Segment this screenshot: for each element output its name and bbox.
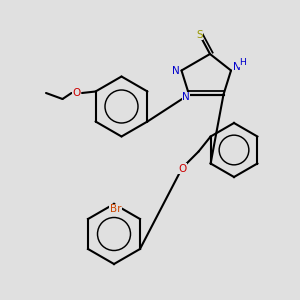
Text: N: N: [182, 92, 190, 103]
Text: N: N: [232, 62, 240, 73]
Text: H: H: [239, 58, 246, 67]
Text: N: N: [172, 65, 179, 76]
Text: O: O: [178, 164, 186, 174]
Text: O: O: [73, 88, 81, 98]
Text: S: S: [196, 29, 203, 40]
Text: Br: Br: [110, 204, 121, 214]
